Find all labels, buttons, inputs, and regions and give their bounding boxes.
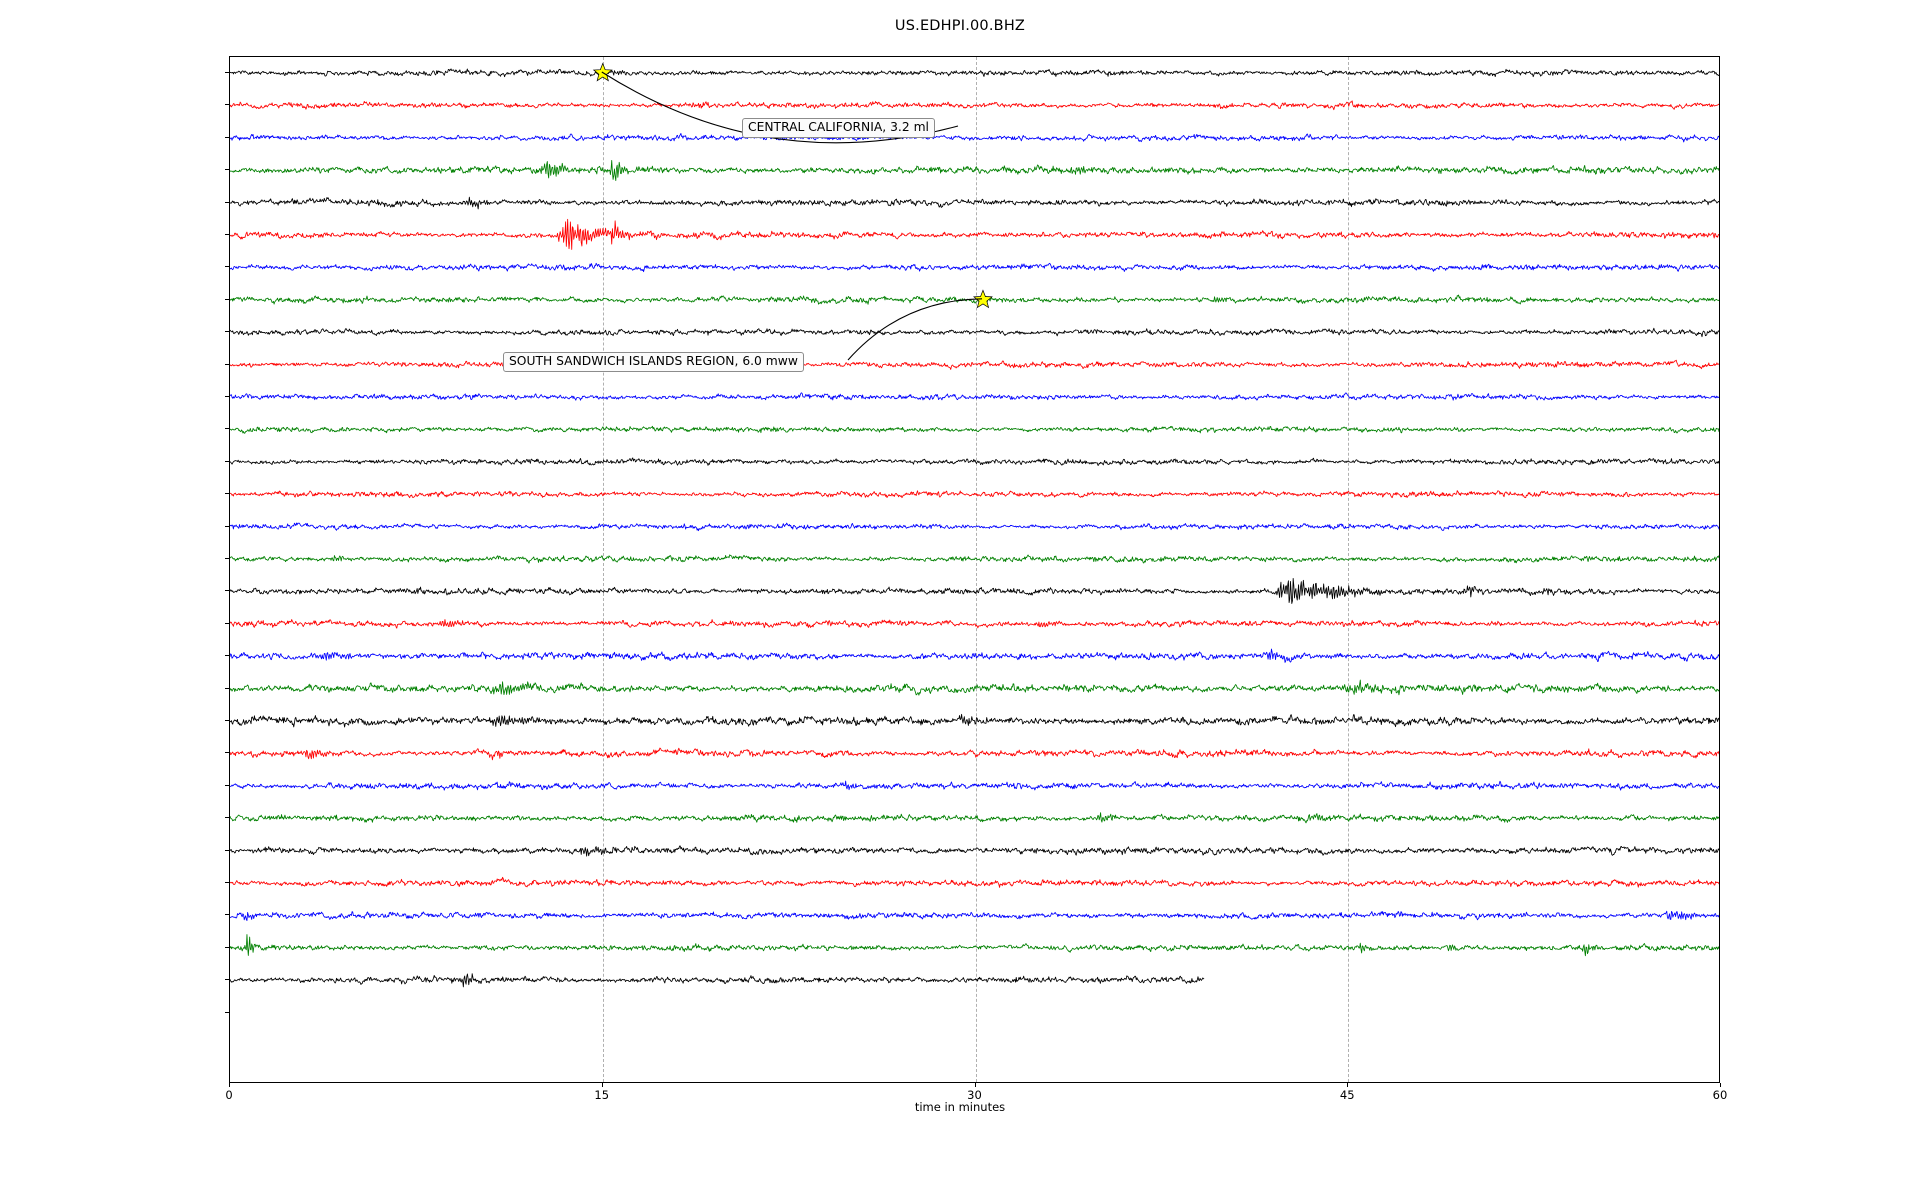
waveform-trace	[230, 196, 1719, 210]
x-axis-label: time in minutes	[914, 1100, 1006, 1114]
waveform-trace	[230, 218, 1719, 250]
x-tick-label: 45	[1339, 1088, 1355, 1102]
x-gridline	[602, 57, 604, 1082]
x-tick-label: 15	[594, 1088, 610, 1102]
x-gridline	[1348, 57, 1350, 1082]
x-tick-label: 0	[225, 1088, 233, 1102]
y-tick-mark	[225, 752, 229, 754]
event-annotation-central-california[interactable]: CENTRAL CALIFORNIA, 3.2 ml	[742, 118, 935, 138]
y-tick-mark	[225, 266, 229, 268]
y-tick-mark	[225, 396, 229, 397]
waveform-trace	[230, 619, 1719, 629]
y-tick-mark	[225, 849, 229, 851]
y-tick-mark	[225, 428, 229, 430]
waveform-trace	[230, 132, 1719, 143]
event-star-marker[interactable]	[973, 289, 993, 309]
x-tick-mark	[229, 1083, 230, 1087]
waveform-trace	[230, 159, 1719, 181]
x-tick-mark	[974, 1083, 976, 1087]
y-tick-mark	[225, 914, 229, 916]
waveform-trace	[230, 554, 1719, 564]
plot-axes	[229, 56, 1720, 1083]
y-tick-mark	[225, 687, 229, 689]
y-tick-mark	[225, 882, 229, 883]
y-tick-mark	[225, 1011, 229, 1013]
waveform-trace	[230, 973, 1205, 988]
waveform-trace	[230, 68, 1719, 78]
waveform-trace	[230, 262, 1719, 273]
y-tick-mark	[225, 104, 229, 106]
y-tick-mark	[225, 363, 229, 365]
y-tick-mark	[225, 622, 229, 624]
waveform-trace	[230, 327, 1719, 338]
waveform-trace	[230, 910, 1719, 922]
waveform-trace	[230, 747, 1719, 761]
event-star-marker[interactable]	[592, 62, 613, 82]
y-tick-mark	[225, 201, 229, 203]
y-tick-mark	[225, 169, 229, 171]
x-tick-label: 60	[1712, 1088, 1728, 1102]
y-tick-mark	[225, 493, 229, 495]
waveform-trace	[230, 780, 1719, 791]
y-tick-mark	[225, 817, 229, 819]
waveform-trace	[230, 522, 1719, 532]
x-tick-label: 30	[967, 1088, 982, 1102]
waveform-trace	[230, 812, 1719, 824]
waveform-trace	[230, 425, 1719, 434]
y-tick-mark	[225, 234, 229, 235]
y-tick-mark	[225, 72, 229, 73]
x-tick-mark	[1720, 1083, 1721, 1087]
event-annotation-south-sandwich-islands[interactable]: SOUTH SANDWICH ISLANDS REGION, 6.0 mww	[503, 352, 804, 372]
waveform-trace	[230, 578, 1719, 604]
x-gridline	[975, 57, 977, 1082]
y-tick-mark	[225, 525, 229, 527]
y-tick-mark	[225, 720, 229, 721]
y-tick-mark	[225, 590, 229, 592]
waveform-trace	[230, 392, 1719, 401]
waveform-trace	[230, 876, 1719, 888]
y-tick-mark	[225, 558, 229, 559]
waveform-trace	[230, 359, 1719, 370]
waveform-trace	[230, 713, 1719, 728]
y-tick-mark	[225, 655, 229, 657]
waveform-traces	[230, 62, 1719, 988]
y-tick-mark	[225, 331, 229, 333]
waveform-trace	[230, 294, 1719, 305]
waveform-trace	[230, 934, 1719, 957]
y-tick-mark	[225, 979, 229, 981]
y-tick-mark	[225, 460, 229, 462]
page-title: US.EDHPI.00.BHZ	[894, 18, 1026, 34]
y-tick-mark	[225, 784, 229, 786]
x-tick-mark	[601, 1083, 603, 1087]
waveform-trace	[230, 845, 1719, 857]
waveform-trace	[230, 100, 1719, 111]
y-tick-mark	[225, 946, 229, 948]
y-tick-mark	[225, 298, 229, 300]
waveform-trace	[230, 490, 1719, 499]
x-tick-mark	[1347, 1083, 1349, 1087]
waveform-trace	[230, 457, 1719, 466]
y-tick-mark	[225, 136, 229, 138]
plot-canvas-clip	[230, 57, 1719, 1082]
waveform-trace	[230, 648, 1719, 663]
waveform-trace	[230, 679, 1719, 696]
